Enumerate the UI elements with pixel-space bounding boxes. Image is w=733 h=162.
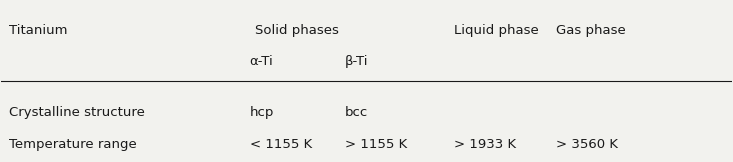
Text: < 1155 K: < 1155 K [250,138,312,151]
Text: Titanium: Titanium [9,23,67,37]
Text: β-Ti: β-Ti [345,55,368,68]
Text: > 3560 K: > 3560 K [556,138,619,151]
Text: Liquid phase: Liquid phase [454,23,539,37]
Text: > 1933 K: > 1933 K [454,138,516,151]
Text: > 1155 K: > 1155 K [345,138,407,151]
Text: Solid phases: Solid phases [255,23,339,37]
Text: Crystalline structure: Crystalline structure [9,106,144,119]
Text: hcp: hcp [250,106,274,119]
Text: α-Ti: α-Ti [250,55,273,68]
Text: Temperature range: Temperature range [9,138,136,151]
Text: Gas phase: Gas phase [556,23,626,37]
Text: bcc: bcc [345,106,368,119]
